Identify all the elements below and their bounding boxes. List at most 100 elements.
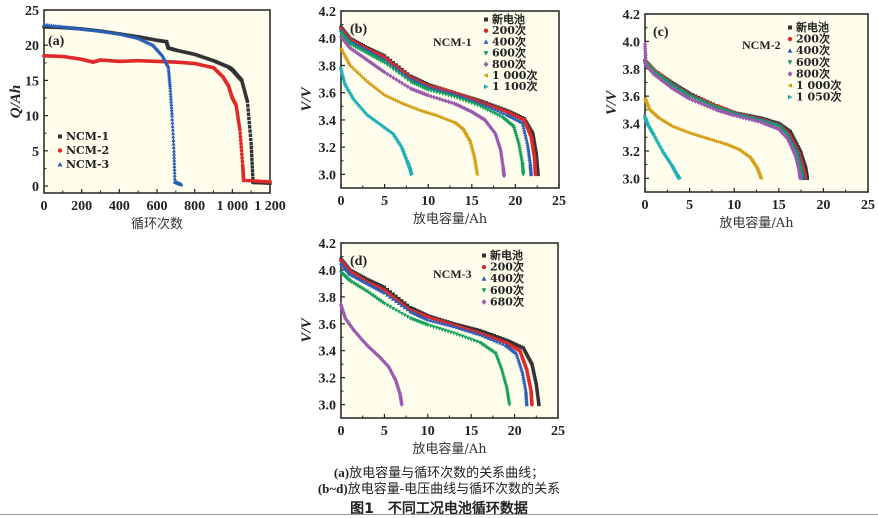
data-point bbox=[533, 375, 537, 380]
data-point bbox=[520, 372, 525, 377]
legend-marker bbox=[58, 134, 62, 139]
data-point bbox=[685, 93, 690, 98]
data-point bbox=[371, 280, 375, 284]
panel-label: (b) bbox=[350, 22, 367, 37]
data-point bbox=[527, 357, 531, 361]
data-point bbox=[741, 115, 746, 120]
legend-label: NCM-3 bbox=[66, 158, 109, 171]
legend-label: 600次 bbox=[796, 55, 830, 69]
data-point bbox=[349, 43, 354, 47]
caption-line-1: (a)放电容量与循环次数的关系曲线； bbox=[0, 462, 878, 481]
data-point bbox=[657, 76, 662, 82]
data-point bbox=[391, 64, 396, 69]
data-point bbox=[431, 94, 437, 100]
data-point bbox=[376, 65, 381, 71]
data-point bbox=[172, 157, 177, 162]
figure-title: 图1 不同工况电池循环数据 bbox=[350, 501, 528, 517]
y-tick-label: 3.2 bbox=[623, 145, 641, 160]
data-point bbox=[242, 87, 246, 91]
data-point bbox=[521, 376, 526, 381]
data-point bbox=[498, 107, 503, 112]
y-axis-label: V/V bbox=[299, 316, 315, 342]
data-point bbox=[240, 159, 245, 164]
legend-marker bbox=[482, 253, 486, 258]
data-point bbox=[669, 83, 674, 88]
data-point bbox=[170, 116, 175, 121]
data-point bbox=[434, 95, 439, 101]
data-point bbox=[795, 142, 799, 147]
data-point bbox=[402, 82, 407, 88]
data-point bbox=[485, 108, 490, 113]
data-point bbox=[385, 71, 390, 77]
x-tick-label: 800 bbox=[184, 199, 205, 214]
data-point bbox=[394, 294, 398, 299]
data-point bbox=[391, 75, 396, 81]
data-point bbox=[370, 54, 376, 59]
x-tick-label: 10 bbox=[421, 424, 435, 439]
data-point bbox=[659, 75, 664, 80]
data-point bbox=[671, 84, 676, 89]
data-point bbox=[460, 334, 465, 339]
data-point bbox=[653, 73, 658, 79]
legend-marker bbox=[787, 36, 793, 42]
y-tick-label: 4.2 bbox=[623, 8, 641, 23]
data-point bbox=[501, 374, 506, 379]
legend-label: 200次 bbox=[796, 32, 830, 46]
legend-label: NCM-2 bbox=[66, 144, 109, 157]
x-axis-label: 放电容量/Ah bbox=[413, 211, 488, 227]
data-point bbox=[479, 342, 484, 347]
data-point bbox=[463, 99, 469, 104]
data-point bbox=[363, 341, 368, 347]
data-point bbox=[800, 154, 804, 159]
data-point bbox=[513, 130, 518, 135]
data-point bbox=[355, 283, 360, 288]
data-point bbox=[388, 294, 393, 299]
legend-label: 1 050次 bbox=[796, 90, 841, 104]
data-point bbox=[169, 107, 174, 112]
data-point bbox=[431, 319, 436, 323]
y-tick-label: 3.4 bbox=[319, 114, 337, 129]
data-point bbox=[531, 131, 535, 136]
data-point bbox=[168, 85, 173, 90]
data-point bbox=[460, 326, 465, 331]
data-point bbox=[702, 100, 707, 105]
data-point bbox=[472, 102, 477, 107]
data-point bbox=[507, 402, 512, 407]
data-point bbox=[198, 54, 203, 58]
data-point bbox=[660, 147, 665, 152]
data-point bbox=[397, 68, 402, 73]
data-point bbox=[167, 76, 172, 81]
data-point bbox=[475, 103, 480, 108]
data-point bbox=[653, 134, 658, 139]
data-point bbox=[247, 120, 251, 125]
data-point bbox=[382, 61, 387, 65]
data-point bbox=[744, 115, 749, 121]
data-point bbox=[522, 382, 527, 387]
data-point bbox=[437, 88, 442, 92]
data-point bbox=[349, 280, 354, 285]
data-point bbox=[687, 94, 692, 99]
data-point bbox=[246, 104, 250, 108]
data-point bbox=[166, 68, 171, 73]
panel-label: (c) bbox=[653, 25, 669, 40]
data-point bbox=[167, 74, 172, 79]
data-point bbox=[472, 99, 477, 104]
data-point bbox=[396, 301, 401, 305]
series-400次 bbox=[338, 260, 529, 407]
data-point bbox=[678, 176, 682, 181]
data-point bbox=[351, 281, 356, 286]
data-point bbox=[394, 66, 399, 71]
data-point bbox=[408, 305, 413, 310]
data-point bbox=[524, 351, 528, 356]
data-point bbox=[177, 49, 182, 53]
legend-label: 800次 bbox=[796, 66, 830, 80]
data-point bbox=[466, 336, 471, 341]
panel-title: NCM-3 bbox=[433, 267, 472, 281]
series-1 100次 bbox=[339, 66, 414, 177]
data-point bbox=[498, 336, 502, 340]
data-point bbox=[458, 97, 463, 102]
panel-b: 0 5 10 15 20 25 3.0 3.2 3.4 3.6 3.8 4.0 4.2 放电容量/Ah V/… bbox=[299, 5, 566, 227]
data-point bbox=[466, 100, 471, 105]
x-tick-label: 400 bbox=[109, 199, 130, 214]
data-point bbox=[250, 165, 254, 169]
